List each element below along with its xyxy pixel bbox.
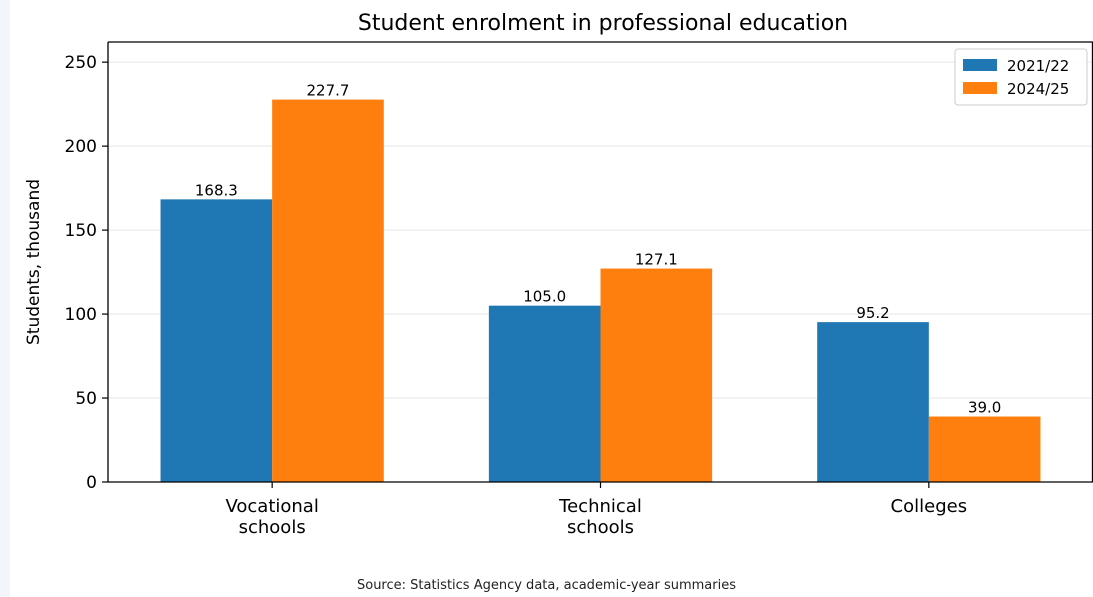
y-tick-label: 250	[65, 53, 97, 73]
x-tick-label-line: schools	[567, 517, 634, 538]
y-tick-label: 50	[75, 389, 97, 409]
legend-label: 2024/25	[1007, 80, 1069, 98]
bar-value-label: 127.1	[635, 251, 678, 269]
bar	[817, 322, 929, 482]
bars	[160, 99, 1041, 483]
bar	[600, 268, 713, 482]
bar	[928, 416, 1041, 482]
bar-value-label: 95.2	[856, 304, 889, 322]
legend-swatch	[963, 82, 997, 94]
bar	[488, 305, 601, 482]
x-tick-label: Vocational schools	[225, 496, 318, 538]
source-note: Source: Statistics Agency data, academic…	[356, 578, 736, 593]
y-axis-label: Students, thousand	[24, 179, 44, 345]
bar-value-label: 39.0	[968, 399, 1001, 417]
x-tick-label: Technical schools	[558, 496, 642, 538]
legend-swatch	[963, 59, 997, 71]
bar-value-label: 168.3	[195, 181, 238, 199]
bar	[160, 199, 273, 483]
x-tick-label-line: Technical	[558, 496, 642, 517]
y-tick-label: 0	[86, 473, 97, 493]
value-labels: 168.3 227.7 105.0 127.1 95.2 39.0	[195, 82, 1001, 417]
x-tick-label-line: schools	[239, 517, 306, 538]
x-tick-label-line: Vocational	[225, 496, 318, 517]
y-tick-label: 200	[65, 137, 97, 157]
side-strip	[0, 0, 10, 597]
x-tick-label: Colleges	[891, 496, 968, 517]
chart-title: Student enrolment in professional educat…	[358, 11, 848, 36]
bar-value-label: 227.7	[307, 82, 350, 100]
y-tick-label: 100	[65, 305, 97, 325]
legend-label: 2021/22	[1007, 57, 1069, 75]
y-tick-label: 150	[65, 221, 97, 241]
bar-value-label: 105.0	[523, 288, 566, 306]
legend: 2021/22 2024/25	[954, 48, 1088, 106]
x-tick-label-line: Colleges	[891, 496, 968, 517]
bar	[272, 99, 384, 482]
